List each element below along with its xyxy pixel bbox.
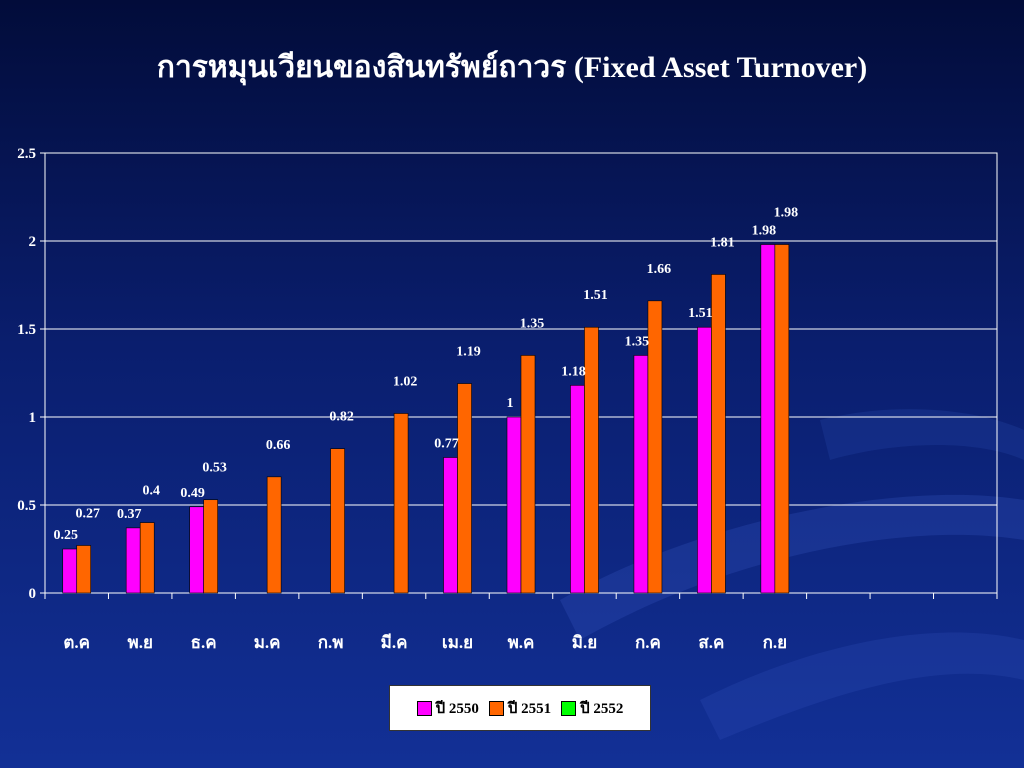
data-label: 0.4	[142, 484, 160, 499]
data-label: 1.98	[752, 224, 777, 239]
y-tick-label: 0	[29, 586, 37, 602]
bar-ปี-2550-9	[633, 355, 649, 594]
data-label: 1.81	[710, 235, 735, 250]
y-tick-label: 1.5	[17, 322, 36, 338]
x-tick-label: พ.ค	[508, 633, 535, 652]
bar-ปี-2551-7	[520, 355, 536, 594]
x-tick-label: ม.ค	[254, 633, 281, 652]
x-axis-ticks: ต.ค พ.ย ธ.ค ม.ค ก.พ มี.ค เม.ย พ.ค มิ.ย ก.ค ส.ค ก.ย	[44, 593, 998, 652]
bar-ปี-2551-2	[203, 499, 218, 594]
data-label: 0.25	[53, 528, 78, 543]
bar-ปี-2551-8	[584, 326, 599, 594]
y-tick-label: 2.5	[17, 146, 36, 162]
legend-label-2550: ปี 2550	[435, 701, 479, 717]
legend-item-2550: ปี 2550	[416, 696, 479, 720]
bar-ปี-2550-0	[62, 548, 78, 594]
bar-ปี-2551-1	[139, 522, 155, 594]
data-label: 0.66	[266, 438, 291, 453]
data-label: 0.53	[202, 461, 227, 476]
y-axis-ticks: 0 0.5 1 1.5 2 2.5	[17, 146, 45, 602]
data-label: 1.18	[561, 364, 586, 379]
data-label: 1.98	[774, 206, 799, 221]
data-label: 1.51	[688, 306, 713, 321]
bar-ปี-2550-6	[443, 457, 458, 594]
bar-ปี-2551-6	[457, 383, 472, 594]
data-label: 0.27	[75, 506, 100, 521]
bar-ปี-2551-5	[393, 413, 409, 594]
x-tick-label: ก.ค	[635, 633, 661, 652]
x-tick-label: ธ.ค	[191, 633, 217, 652]
bar-ปี-2551-0	[76, 545, 92, 594]
data-label: 0.77	[434, 436, 459, 451]
data-label: 1.35	[520, 316, 545, 331]
bar-ปี-2550-2	[189, 506, 204, 594]
data-label: 0.82	[329, 410, 354, 425]
data-label: 1.35	[625, 334, 650, 349]
data-label: 1.19	[456, 345, 481, 360]
legend-label-2551: ปี 2551	[507, 701, 552, 717]
data-label: 1.02	[393, 374, 418, 389]
legend-item-2552: ปี 2552	[561, 696, 623, 720]
y-tick-label: 2	[29, 234, 37, 250]
y-tick-label: 1	[29, 410, 37, 426]
legend-swatch-2550	[416, 700, 432, 716]
x-tick-label: พ.ย	[127, 633, 152, 652]
bar-ปี-2551-10	[711, 274, 726, 594]
bar-ปี-2550-10	[697, 326, 712, 594]
x-tick-label: มี.ค	[381, 632, 408, 652]
bar-ปี-2550-1	[125, 527, 141, 594]
data-label: 0.49	[180, 486, 205, 501]
legend-label-2552: ปี 2552	[580, 701, 624, 717]
x-tick-label: ต.ค	[63, 633, 90, 652]
bar-ปี-2551-3	[266, 476, 282, 594]
y-tick-label: 0.5	[17, 498, 36, 514]
page-title: การหมุนเวียนของสินทรัพย์ถาวร (Fixed Asse…	[156, 51, 868, 84]
bar-ปี-2551-9	[647, 300, 663, 594]
legend: ปี 2550 ปี 2551 ปี 2552	[389, 685, 651, 731]
legend-swatch-2551	[488, 700, 504, 716]
bar-ปี-2551-11	[774, 244, 790, 594]
bar-ปี-2550-8	[570, 385, 585, 594]
data-label: 1	[507, 396, 514, 411]
x-tick-label: ก.พ	[318, 633, 344, 652]
bar-ปี-2550-11	[760, 244, 776, 594]
x-tick-label: ส.ค	[698, 633, 724, 652]
data-label: 0.37	[117, 507, 142, 522]
data-label: 1.66	[647, 262, 672, 277]
data-label: 1.51	[583, 288, 608, 303]
legend-swatch-2552	[561, 700, 577, 716]
data-labels: 0.25 0.37 0.49 0.77 1 1.18 1.35 1.51 1.98 0.27 0.4…	[53, 206, 798, 543]
x-tick-label: เม.ย	[442, 633, 473, 652]
legend-item-2551: ปี 2551	[488, 696, 552, 720]
bar-ปี-2550-7	[506, 416, 522, 594]
x-tick-label: มิ.ย	[572, 633, 597, 652]
bar-chart: 0 0.5 1 1.5 2 2.5 ต.ค พ.ย ธ.ค ม.ค ก.พ มี.ค เม.ย พ.ค ม…	[17, 146, 998, 652]
bar-ปี-2551-4	[330, 448, 345, 594]
x-tick-label: ก.ย	[763, 633, 788, 652]
bars	[62, 244, 790, 594]
